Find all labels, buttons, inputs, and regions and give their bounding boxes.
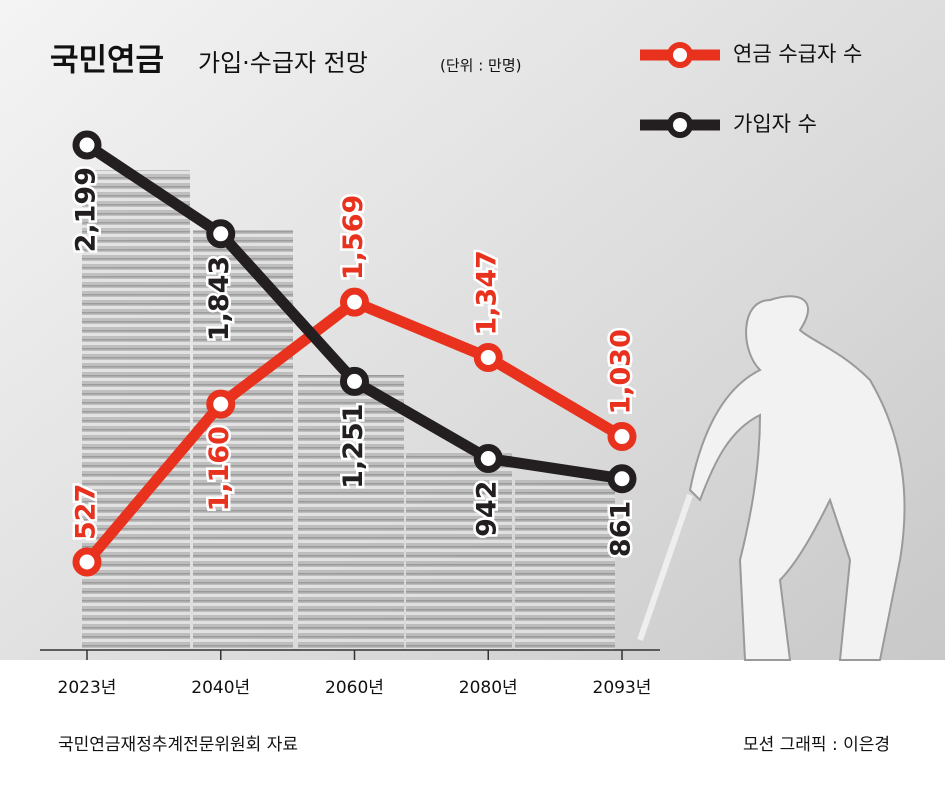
chart-subtitle: 가입·수급자 전망: [198, 49, 368, 77]
legend-label: 연금 수급자 수: [733, 42, 862, 66]
x-tick-label: 2060년: [325, 678, 384, 698]
point: [206, 389, 236, 419]
x-tick-label: 2080년: [459, 678, 518, 698]
value-label: 2,199: [71, 167, 102, 252]
elderly-figure: [688, 295, 906, 661]
point: [607, 464, 637, 494]
cane: [637, 494, 693, 641]
point: [72, 130, 102, 160]
source: 국민연금재정추계전문위원회 자료: [58, 735, 298, 755]
unit-note: (단위 : 만명): [440, 57, 522, 75]
chart-title: 국민연금: [50, 43, 164, 79]
value-label: 527: [71, 484, 102, 540]
value-label: 1,251: [338, 403, 369, 488]
point: [473, 342, 503, 372]
point: [340, 366, 369, 396]
credit: 모션 그래픽 : 이은경: [743, 735, 890, 755]
point: [206, 219, 236, 249]
value-label: 1,160: [204, 426, 235, 511]
point: [473, 443, 503, 473]
value-label: 1,843: [204, 256, 235, 341]
x-tick-label: 2093년: [593, 678, 652, 698]
point: [340, 287, 369, 317]
value-label: 1,569: [338, 195, 369, 280]
point: [72, 547, 102, 577]
value-label: 942: [472, 480, 503, 536]
value-label: 1,030: [606, 329, 637, 414]
legend-marker: [667, 112, 693, 138]
point: [607, 422, 637, 452]
value-label: 861: [606, 501, 637, 557]
x-tick-label: 2040년: [191, 678, 250, 698]
footer-band: [0, 660, 945, 787]
value-label: 1,347: [472, 250, 503, 335]
x-tick-label: 2023년: [58, 678, 117, 698]
legend-marker: [667, 42, 693, 68]
legend-label: 가입자 수: [733, 112, 817, 136]
